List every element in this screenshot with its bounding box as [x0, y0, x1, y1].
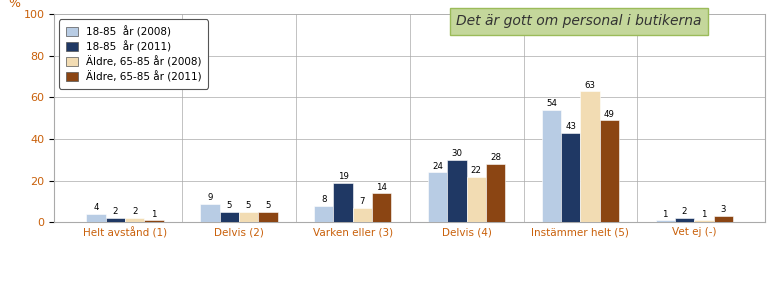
Bar — [656, 220, 675, 222]
Text: 2: 2 — [682, 207, 687, 217]
Text: 22: 22 — [471, 166, 482, 175]
Text: Det är gott om personal i butikerna: Det är gott om personal i butikerna — [456, 14, 701, 28]
Text: 4: 4 — [94, 203, 99, 212]
Bar — [239, 212, 258, 222]
Text: 5: 5 — [226, 201, 232, 210]
Text: 49: 49 — [604, 110, 615, 119]
Bar — [542, 110, 561, 222]
Bar — [713, 216, 733, 222]
Bar — [486, 164, 506, 222]
Text: 63: 63 — [584, 81, 596, 89]
Text: 8: 8 — [321, 195, 326, 204]
Text: 1: 1 — [701, 209, 707, 219]
Text: 5: 5 — [246, 201, 251, 210]
Text: 30: 30 — [451, 149, 462, 158]
Bar — [125, 218, 145, 222]
Bar — [352, 208, 372, 222]
Text: 9: 9 — [207, 193, 213, 202]
Text: %: % — [8, 0, 20, 10]
Bar — [694, 220, 713, 222]
Bar — [220, 212, 239, 222]
Bar — [258, 212, 278, 222]
Bar — [145, 220, 164, 222]
Bar — [87, 214, 106, 222]
Text: 43: 43 — [565, 122, 576, 131]
Bar — [581, 91, 600, 222]
Text: 3: 3 — [720, 205, 726, 214]
Legend: 18-85  år (2008), 18-85  år (2011), Äldre, 65-85 år (2008), Äldre, 65-85 år (201: 18-85 år (2008), 18-85 år (2011), Äldre,… — [60, 19, 208, 89]
Text: 1: 1 — [662, 209, 668, 219]
Text: 19: 19 — [338, 172, 349, 181]
Bar — [333, 183, 352, 222]
Bar — [200, 203, 220, 222]
Bar — [600, 120, 619, 222]
Text: 28: 28 — [490, 153, 501, 162]
Text: 1: 1 — [152, 209, 157, 219]
Text: 24: 24 — [432, 162, 443, 171]
Text: 54: 54 — [546, 99, 557, 108]
Bar — [314, 206, 333, 222]
Bar — [448, 160, 467, 222]
Text: 2: 2 — [132, 207, 138, 217]
Text: 5: 5 — [265, 201, 271, 210]
Bar — [106, 218, 125, 222]
Bar — [428, 172, 448, 222]
Text: 14: 14 — [376, 182, 387, 192]
Text: 2: 2 — [113, 207, 118, 217]
Bar — [372, 193, 391, 222]
Bar — [467, 176, 486, 222]
Text: 7: 7 — [359, 197, 365, 206]
Bar — [561, 133, 581, 222]
Bar — [675, 218, 694, 222]
